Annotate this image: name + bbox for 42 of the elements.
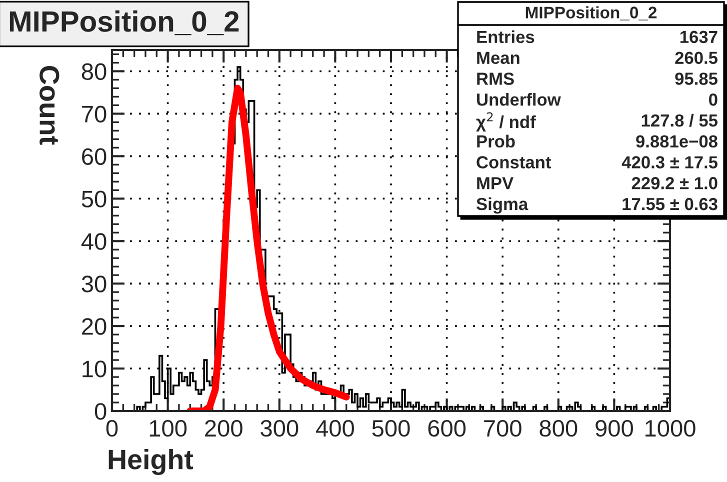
annotation: Underflow: [477, 93, 561, 106]
y-tick-label: 40: [81, 233, 106, 250]
x-tick-label: 600: [428, 420, 466, 437]
x-tick-label: 200: [205, 420, 242, 437]
x-tick-label: 700: [484, 420, 522, 437]
annotation: 229.2 ± 1.0: [632, 177, 718, 190]
y-axis-title: Count: [40, 66, 60, 145]
y-tick-label: 60: [82, 148, 106, 165]
chart-title: MIPPosition_0_2: [10, 10, 239, 36]
x-tick-label: 500: [372, 420, 410, 437]
annotation: MPV: [477, 177, 514, 190]
y-tick-label: 10: [82, 360, 106, 378]
y-tick-label: 20: [82, 318, 106, 335]
x-tick-label: 900: [596, 420, 633, 437]
x-tick-label: 300: [260, 420, 298, 437]
y-tick-label: 80: [82, 63, 106, 80]
text: 95.85: [675, 72, 718, 85]
text: 1637: [680, 30, 718, 44]
annotation: Sigma: [476, 197, 528, 214]
x-tick-label: 400: [316, 420, 354, 437]
annotation: RMS: [477, 72, 514, 85]
text: 0: [709, 93, 718, 106]
x-tick-label: 1000: [646, 420, 696, 437]
text: MIPPosition_0_2: [526, 6, 657, 20]
text: Entries: [477, 30, 534, 44]
x-tick-label: 100: [150, 420, 187, 437]
annotation: 127.8 / 55: [642, 114, 718, 127]
x-tick-label: 0: [106, 420, 118, 437]
annotation: χ$^{2}$ / ndf: [476, 112, 536, 132]
x-tick-label: 800: [540, 420, 578, 437]
text: 260.5: [675, 52, 718, 64]
y-tick-label: 50: [82, 190, 106, 208]
annotation: Constant: [476, 156, 552, 168]
y-tick-label: 0: [94, 403, 106, 420]
annotation: 9.881e−08: [636, 135, 718, 148]
y-tick-label: 70: [82, 106, 106, 122]
annotation: 420.3 ± 17.5: [622, 156, 718, 168]
y-tick-label: 30: [82, 276, 106, 292]
annotation: 17.55 ± 0.63: [622, 198, 718, 210]
x-axis-title: Height: [108, 448, 194, 476]
annotation: Mean: [477, 52, 520, 64]
annotation: Prob: [477, 134, 515, 148]
